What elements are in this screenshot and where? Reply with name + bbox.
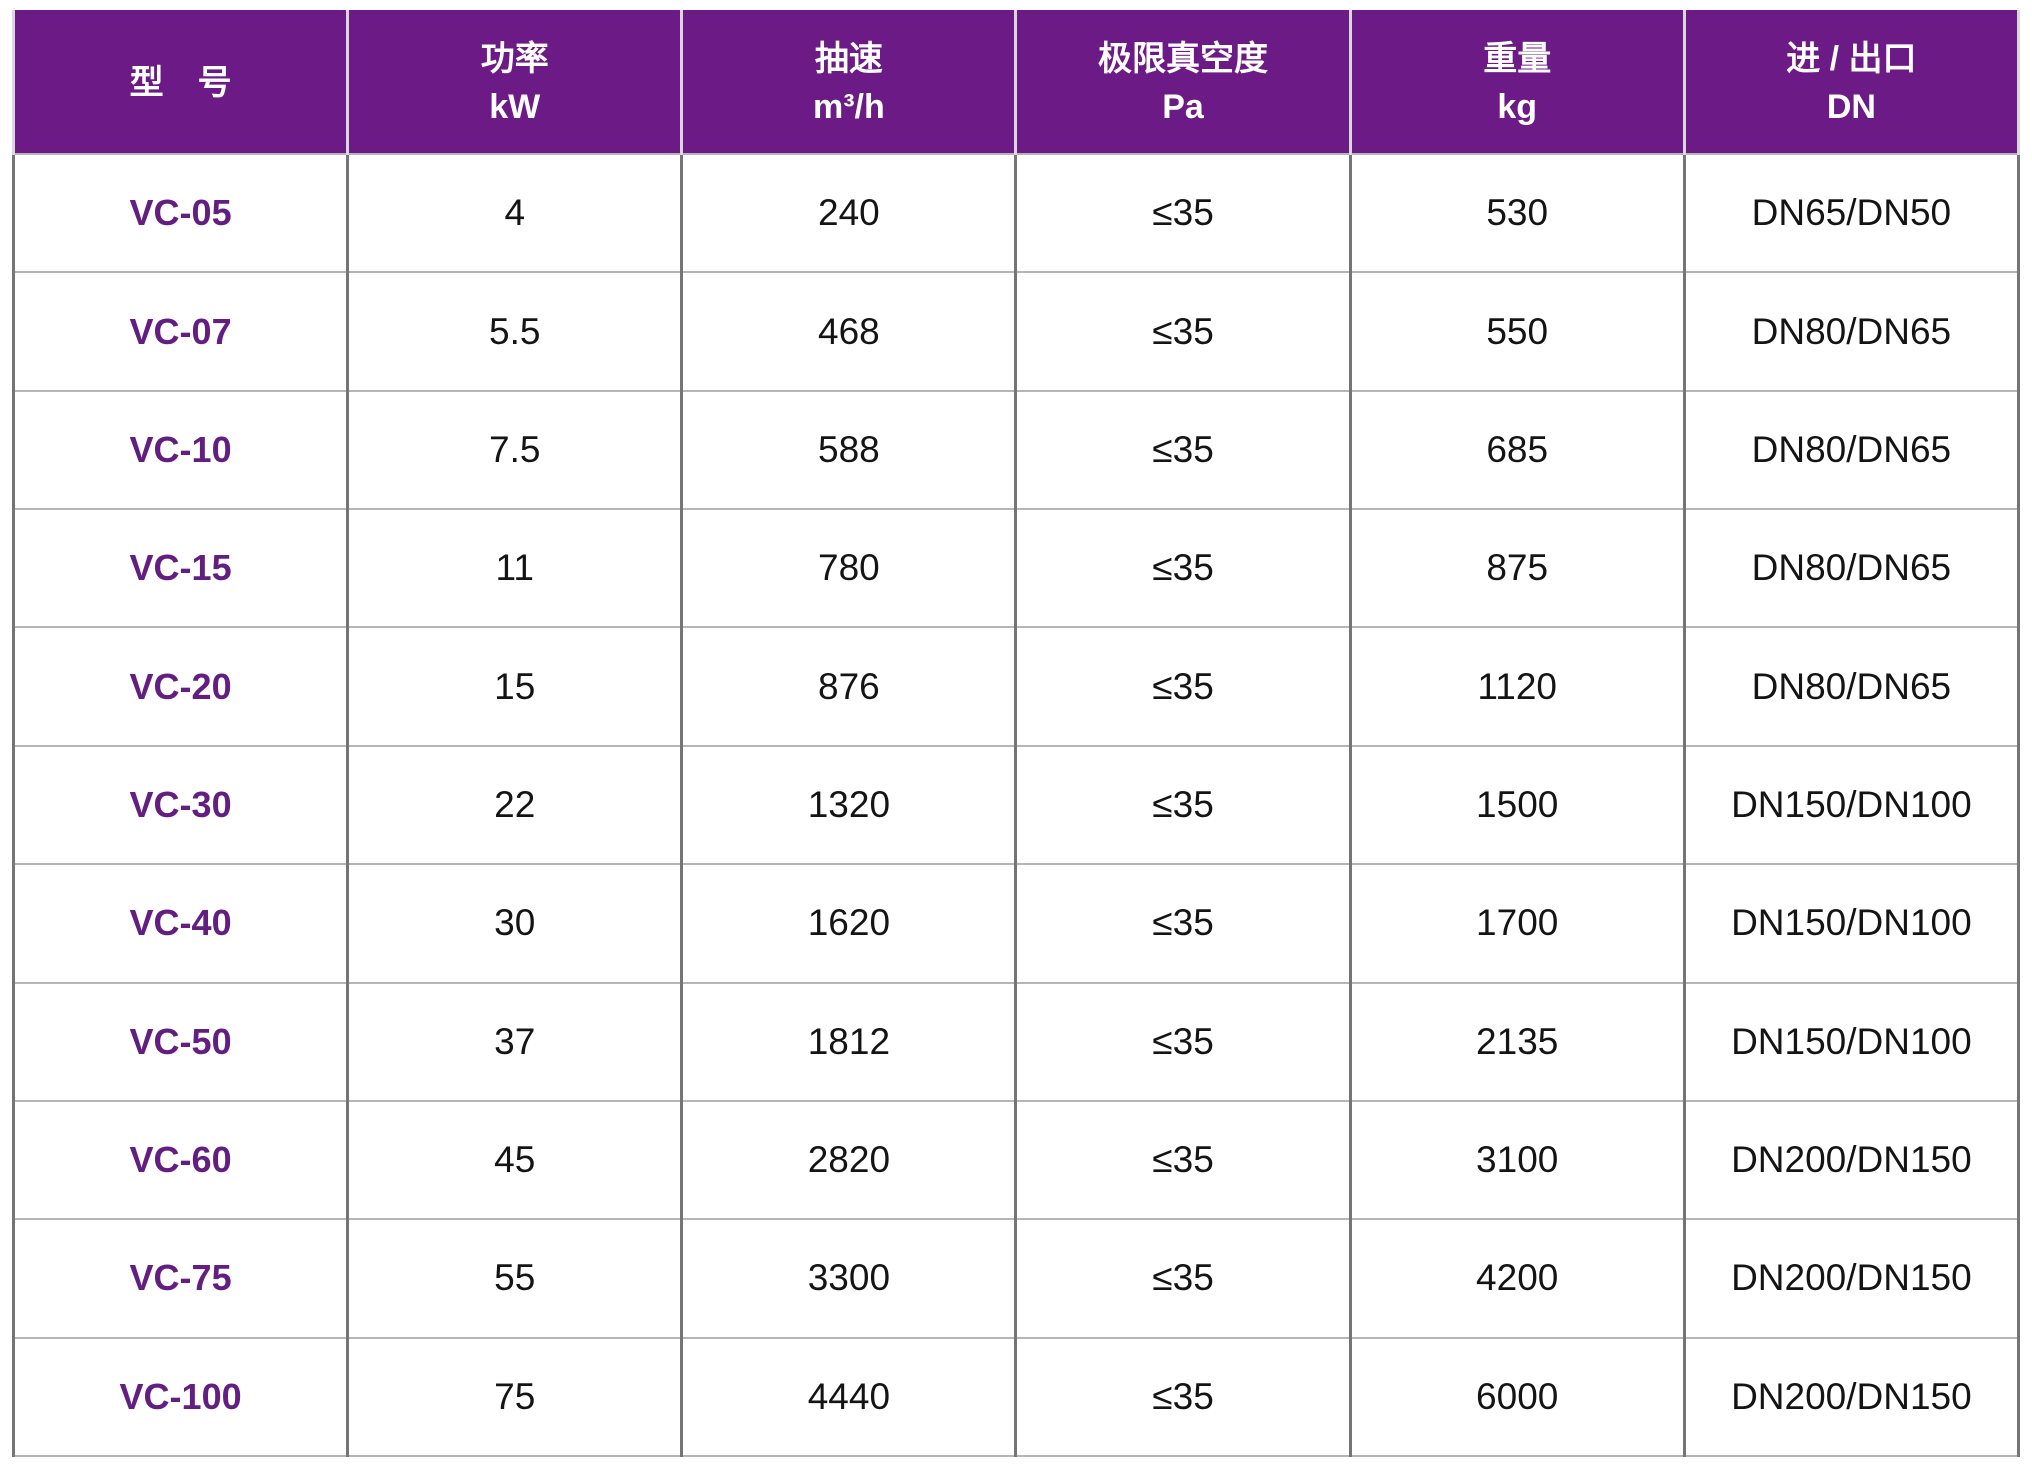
model-cell: VC-40 — [11, 863, 350, 984]
weight-cell: 1700 — [1348, 863, 1686, 984]
ultimate-vacuum-cell: ≤35 — [1014, 1099, 1352, 1221]
ultimate-vacuum-cell: ≤35 — [1014, 271, 1352, 392]
model-cell: VC-15 — [11, 508, 350, 629]
pumping-speed-cell: 780 — [680, 508, 1018, 629]
inlet-outlet-cell: DN80/DN65 — [1682, 508, 2021, 629]
ultimate-vacuum-cell: ≤35 — [1014, 508, 1352, 629]
column-header-weight: 重量 kg — [1348, 10, 1686, 155]
table-header: 型 号 功率 kW 抽速 m³/h 极限真空度 Pa 重量 kg — [11, 10, 2021, 155]
power-cell: 5.5 — [346, 271, 684, 392]
weight-cell: 875 — [1348, 508, 1686, 629]
column-header-label: 抽速 — [814, 39, 883, 78]
power-cell: 37 — [346, 981, 684, 1102]
inlet-outlet-cell: DN150/DN100 — [1682, 981, 2021, 1102]
column-header-inlet-outlet: 进 / 出口 DN — [1682, 10, 2021, 155]
pumping-speed-cell: 2820 — [680, 1099, 1018, 1221]
model-cell: VC-60 — [11, 1099, 350, 1221]
column-header-label: 重量 — [1483, 39, 1552, 78]
table-row: VC-10 7.5 588 ≤35 685 DN80/DN65 — [11, 389, 2021, 511]
column-header-unit: kW — [489, 87, 541, 126]
column-header-label: 极限真空度 — [1098, 39, 1269, 78]
spec-table-container: 型 号 功率 kW 抽速 m³/h 极限真空度 Pa 重量 kg — [11, 10, 2021, 1458]
weight-cell: 1500 — [1348, 744, 1686, 866]
weight-cell: 1120 — [1348, 626, 1686, 747]
power-cell: 22 — [346, 744, 684, 866]
table-row: VC-15 11 780 ≤35 875 DN80/DN65 — [11, 508, 2021, 629]
model-cell: VC-75 — [11, 1218, 350, 1339]
weight-cell: 4200 — [1348, 1218, 1686, 1339]
column-header-unit: kg — [1497, 87, 1538, 126]
weight-cell: 6000 — [1348, 1336, 1686, 1458]
ultimate-vacuum-cell: ≤35 — [1014, 744, 1352, 866]
ultimate-vacuum-cell: ≤35 — [1014, 626, 1352, 747]
ultimate-vacuum-cell: ≤35 — [1014, 1336, 1352, 1458]
weight-cell: 2135 — [1348, 981, 1686, 1102]
pumping-speed-cell: 1620 — [680, 863, 1018, 984]
inlet-outlet-cell: DN80/DN65 — [1682, 389, 2021, 511]
inlet-outlet-cell: DN200/DN150 — [1682, 1099, 2021, 1221]
pumping-speed-cell: 588 — [680, 389, 1018, 511]
weight-cell: 685 — [1348, 389, 1686, 511]
column-header-unit: DN — [1826, 87, 1876, 126]
column-header-label: 型 号 — [129, 63, 232, 102]
pumping-speed-cell: 4440 — [680, 1336, 1018, 1458]
inlet-outlet-cell: DN200/DN150 — [1682, 1336, 2021, 1458]
ultimate-vacuum-cell: ≤35 — [1014, 1218, 1352, 1339]
header-row: 型 号 功率 kW 抽速 m³/h 极限真空度 Pa 重量 kg — [11, 10, 2021, 155]
table-row: VC-30 22 1320 ≤35 1500 DN150/DN100 — [11, 744, 2021, 866]
column-header-pumping-speed: 抽速 m³/h — [680, 10, 1018, 155]
column-header-unit: m³/h — [813, 87, 885, 126]
model-cell: VC-20 — [11, 626, 350, 747]
table-row: VC-60 45 2820 ≤35 3100 DN200/DN150 — [11, 1099, 2021, 1221]
inlet-outlet-cell: DN150/DN100 — [1682, 744, 2021, 866]
column-header-label: 进 / 出口 — [1786, 39, 1917, 78]
table-row: VC-40 30 1620 ≤35 1700 DN150/DN100 — [11, 863, 2021, 984]
power-cell: 30 — [346, 863, 684, 984]
pumping-speed-cell: 468 — [680, 271, 1018, 392]
ultimate-vacuum-cell: ≤35 — [1014, 863, 1352, 984]
column-header-label: 功率 — [480, 39, 549, 78]
pump-specs-table: 型 号 功率 kW 抽速 m³/h 极限真空度 Pa 重量 kg — [11, 10, 2021, 1458]
column-header-model: 型 号 — [11, 10, 350, 155]
model-cell: VC-07 — [11, 271, 350, 392]
table-body: VC-05 4 240 ≤35 530 DN65/DN50 VC-07 5.5 … — [11, 152, 2021, 1458]
pumping-speed-cell: 1320 — [680, 744, 1018, 866]
power-cell: 45 — [346, 1099, 684, 1221]
model-cell: VC-05 — [11, 152, 350, 274]
model-cell: VC-50 — [11, 981, 350, 1102]
weight-cell: 3100 — [1348, 1099, 1686, 1221]
inlet-outlet-cell: DN80/DN65 — [1682, 271, 2021, 392]
pumping-speed-cell: 240 — [680, 152, 1018, 274]
column-header-power: 功率 kW — [346, 10, 684, 155]
model-cell: VC-30 — [11, 744, 350, 866]
column-header-unit: Pa — [1162, 87, 1204, 126]
power-cell: 75 — [346, 1336, 684, 1458]
inlet-outlet-cell: DN200/DN150 — [1682, 1218, 2021, 1339]
table-row: VC-07 5.5 468 ≤35 550 DN80/DN65 — [11, 271, 2021, 392]
power-cell: 55 — [346, 1218, 684, 1339]
table-row: VC-100 75 4440 ≤35 6000 DN200/DN150 — [11, 1336, 2021, 1458]
ultimate-vacuum-cell: ≤35 — [1014, 152, 1352, 274]
power-cell: 7.5 — [346, 389, 684, 511]
pumping-speed-cell: 876 — [680, 626, 1018, 747]
ultimate-vacuum-cell: ≤35 — [1014, 389, 1352, 511]
power-cell: 11 — [346, 508, 684, 629]
pumping-speed-cell: 3300 — [680, 1218, 1018, 1339]
ultimate-vacuum-cell: ≤35 — [1014, 981, 1352, 1102]
model-cell: VC-10 — [11, 389, 350, 511]
power-cell: 4 — [346, 152, 684, 274]
inlet-outlet-cell: DN150/DN100 — [1682, 863, 2021, 984]
inlet-outlet-cell: DN65/DN50 — [1682, 152, 2021, 274]
column-header-ultimate-vacuum: 极限真空度 Pa — [1014, 10, 1352, 155]
power-cell: 15 — [346, 626, 684, 747]
weight-cell: 530 — [1348, 152, 1686, 274]
table-row: VC-50 37 1812 ≤35 2135 DN150/DN100 — [11, 981, 2021, 1102]
inlet-outlet-cell: DN80/DN65 — [1682, 626, 2021, 747]
weight-cell: 550 — [1348, 271, 1686, 392]
model-cell: VC-100 — [11, 1336, 350, 1458]
table-row: VC-05 4 240 ≤35 530 DN65/DN50 — [11, 152, 2021, 274]
table-row: VC-75 55 3300 ≤35 4200 DN200/DN150 — [11, 1218, 2021, 1339]
table-row: VC-20 15 876 ≤35 1120 DN80/DN65 — [11, 626, 2021, 747]
pumping-speed-cell: 1812 — [680, 981, 1018, 1102]
